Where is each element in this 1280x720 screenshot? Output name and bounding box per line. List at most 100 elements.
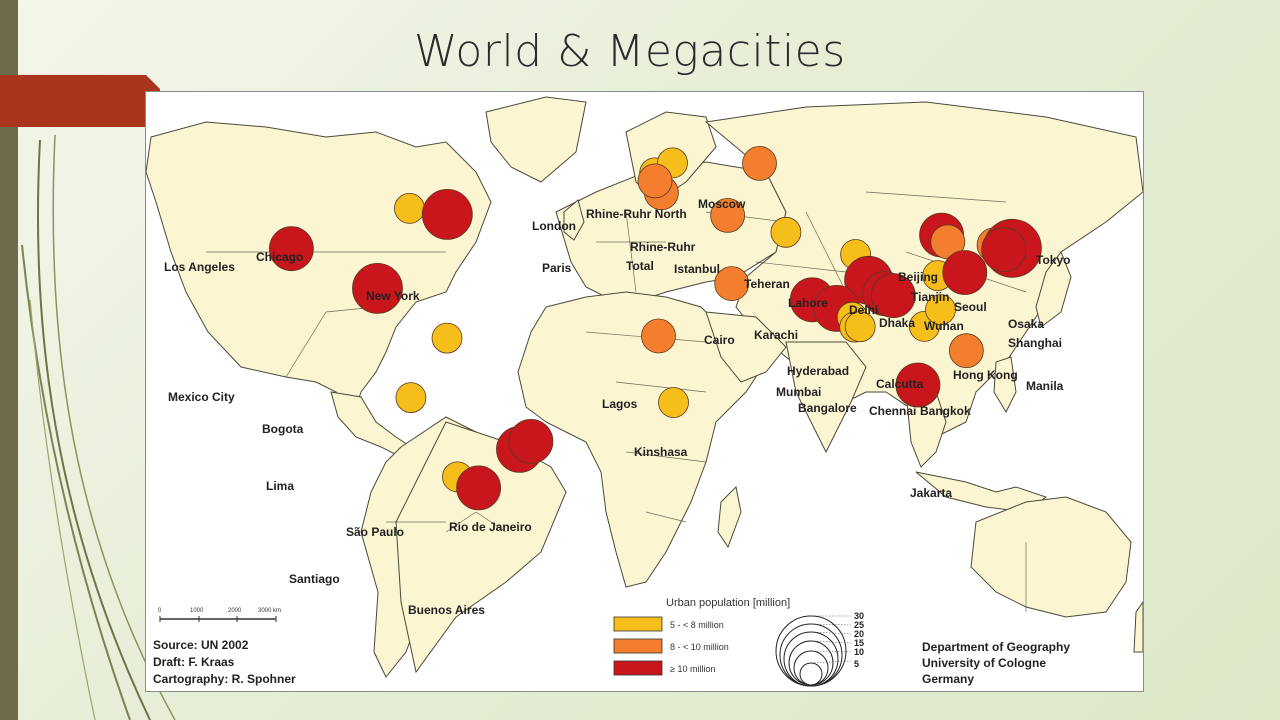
label-jakarta: Jakarta — [910, 486, 952, 500]
source-line: Source: UN 2002 — [153, 638, 249, 652]
label-wuhan: Wuhan — [924, 319, 964, 333]
label-tokyo: Tokyo — [1036, 253, 1070, 267]
city-marker-moscow — [742, 146, 777, 181]
legend-label-large: ≥ 10 million — [670, 664, 715, 674]
label-kinshasa: Kinshasa — [634, 445, 688, 459]
label-istanbul: Istanbul — [674, 262, 720, 276]
india-land — [785, 341, 867, 454]
label-rhine-ruhr-total: Total — [626, 259, 654, 273]
map-scale-bar: 0 1000 2000 3000 km — [158, 608, 281, 622]
label-rio-de-janeiro: Rio de Janeiro — [449, 520, 532, 534]
slide-title: World & Megacities — [414, 26, 846, 77]
label-santiago: Santiago — [289, 572, 340, 586]
city-marker-bogota — [431, 322, 463, 354]
city-marker-buenos-aires — [456, 465, 502, 511]
legend-size-leaders — [810, 615, 852, 664]
label-los-angeles: Los Angeles — [164, 260, 235, 274]
megacities-map: Los Angeles Chicago New York Mexico City… — [145, 91, 1144, 692]
cartography-line: Cartography: R. Spohner — [153, 672, 296, 686]
map-legend: Urban population [million] 5 - < 8 milli… — [613, 597, 864, 687]
label-dhaka: Dhaka — [879, 316, 915, 330]
department-line: Department of Geography — [922, 640, 1070, 654]
label-hyderabad: Hyderabad — [787, 364, 849, 378]
label-bangkok: Bangkok — [920, 404, 971, 418]
city-marker-mexico-city — [352, 262, 403, 314]
japan-land — [1035, 250, 1072, 328]
country-borders — [206, 191, 1027, 612]
label-hong-kong: Hong Kong — [953, 368, 1018, 382]
label-mumbai: Mumbai — [776, 385, 821, 399]
arabia-land — [705, 311, 787, 383]
city-marker-dhaka — [870, 273, 916, 319]
scale-tick-0: 0 — [158, 608, 162, 614]
world-map-svg: Los Angeles Chicago New York Mexico City… — [146, 92, 1143, 691]
label-chicago: Chicago — [256, 250, 303, 264]
city-marker-istanbul — [710, 198, 745, 233]
label-karachi: Karachi — [754, 328, 798, 342]
label-paris: Paris — [542, 261, 572, 275]
legend-swatch-small — [613, 616, 663, 632]
greenland-land — [485, 96, 587, 183]
city-marker-rhine-ruhr-total — [637, 163, 673, 199]
city-marker-hong-kong — [925, 294, 956, 326]
madagascar-land — [717, 485, 742, 549]
label-lagos: Lagos — [602, 397, 638, 411]
city-marker-rio-de-janeiro — [508, 418, 554, 464]
label-seoul: Seoul — [954, 300, 987, 314]
legend-swatch-large — [613, 660, 663, 676]
city-circles — [268, 146, 1042, 511]
label-rhine-ruhr-north: Rhine-Ruhr North — [586, 207, 687, 221]
uk-land — [563, 199, 585, 241]
slide-accent-tab — [0, 75, 160, 127]
label-rhine-ruhr: Rhine-Ruhr — [630, 240, 696, 254]
ring-value-5: 5 — [854, 659, 859, 669]
label-beijing: Beijing — [898, 270, 938, 284]
city-marker-new-york — [421, 189, 473, 240]
ring-value-20: 20 — [854, 629, 864, 639]
scale-tick-2000: 2000 — [228, 608, 242, 614]
city-marker-lima — [395, 382, 427, 414]
legend-label-medium: 8 - < 10 million — [670, 642, 729, 652]
city-marker-shanghai — [942, 250, 988, 295]
scale-tick-3000: 3000 km — [258, 608, 281, 614]
city-marker-chennai — [844, 311, 876, 343]
label-manila: Manila — [1026, 379, 1064, 393]
label-tianjin: Tianjin — [911, 290, 949, 304]
label-teheran: Teheran — [744, 277, 790, 291]
label-new-york: New York — [366, 289, 420, 303]
label-sao-paulo: São Paulo — [346, 525, 404, 539]
scale-tick-1000: 1000 — [190, 608, 204, 614]
ring-value-30: 30 — [854, 611, 864, 621]
label-mexico-city: Mexico City — [168, 390, 235, 404]
slide-left-bar — [0, 0, 18, 720]
ring-value-10: 10 — [854, 647, 864, 657]
label-bangalore: Bangalore — [798, 401, 857, 415]
africa-land — [517, 291, 757, 588]
label-cairo: Cairo — [704, 333, 735, 347]
country-line: Germany — [922, 672, 974, 686]
label-london: London — [532, 219, 576, 233]
city-marker-kinshasa — [658, 387, 689, 418]
label-osaka: Osaka — [1008, 317, 1044, 331]
new-zealand-land — [1133, 601, 1143, 653]
city-marker-chicago — [394, 193, 425, 224]
australia-land — [970, 496, 1132, 618]
label-bogota: Bogota — [262, 422, 304, 436]
source-credits: Source: UN 2002 Draft: F. Kraas Cartogra… — [153, 638, 296, 686]
department-credit: Department of Geography University of Co… — [922, 640, 1070, 686]
label-delhi: Delhi — [849, 303, 878, 317]
city-marker-teheran — [770, 216, 802, 248]
label-chennai: Chennai — [869, 404, 916, 418]
philippines-land — [993, 356, 1017, 414]
label-lima: Lima — [266, 479, 294, 493]
city-labels: Los Angeles Chicago New York Mexico City… — [164, 197, 1070, 617]
university-line: University of Cologne — [922, 656, 1046, 670]
label-shanghai: Shanghai — [1008, 336, 1062, 350]
legend-swatch-medium — [613, 638, 663, 654]
legend-label-small: 5 - < 8 million — [670, 620, 724, 630]
draft-line: Draft: F. Kraas — [153, 655, 235, 669]
ring-value-25: 25 — [854, 620, 864, 630]
city-marker-manila — [949, 333, 984, 369]
label-lahore: Lahore — [788, 296, 828, 310]
label-buenos-aires: Buenos Aires — [408, 603, 485, 617]
